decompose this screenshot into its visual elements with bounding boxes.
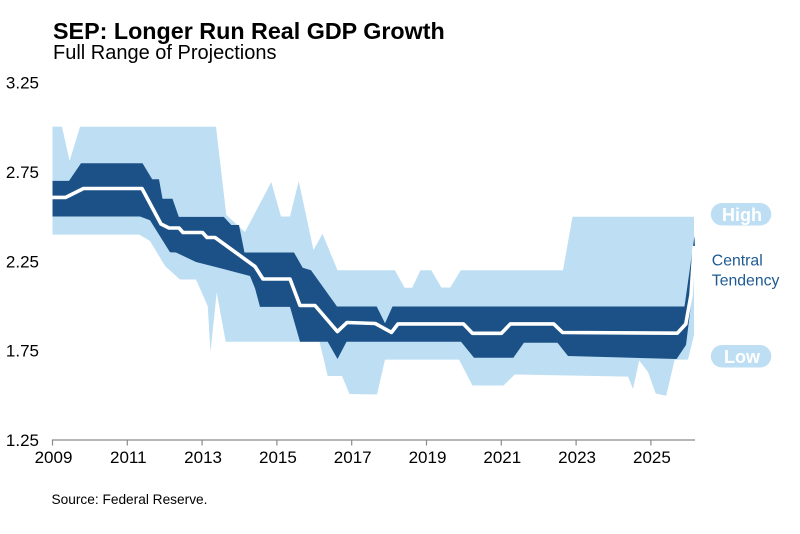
svg-text:Full Range of Projections: Full Range of Projections: [53, 42, 276, 64]
svg-text:1.75: 1.75: [6, 342, 39, 361]
svg-text:Source: Federal Reserve.: Source: Federal Reserve.: [52, 492, 208, 507]
svg-text:2017: 2017: [334, 448, 372, 467]
svg-text:1.25: 1.25: [6, 431, 39, 450]
svg-text:High: High: [722, 205, 762, 225]
svg-text:2.25: 2.25: [6, 252, 39, 271]
svg-text:2023: 2023: [558, 448, 596, 467]
svg-text:2011: 2011: [110, 448, 147, 467]
svg-text:SEP: Longer Run Real GDP Growt: SEP: Longer Run Real GDP Growth: [53, 18, 445, 44]
svg-text:2021: 2021: [483, 448, 521, 467]
svg-text:2013: 2013: [184, 448, 222, 467]
svg-text:2025: 2025: [633, 448, 671, 467]
svg-text:2009: 2009: [35, 448, 73, 467]
svg-text:Central: Central: [712, 253, 763, 270]
svg-text:2.75: 2.75: [6, 163, 39, 182]
svg-text:Tendency: Tendency: [712, 272, 780, 289]
svg-text:3.25: 3.25: [6, 74, 39, 93]
svg-text:2019: 2019: [409, 448, 447, 467]
svg-text:2015: 2015: [259, 448, 297, 467]
svg-text:Low: Low: [724, 347, 761, 367]
